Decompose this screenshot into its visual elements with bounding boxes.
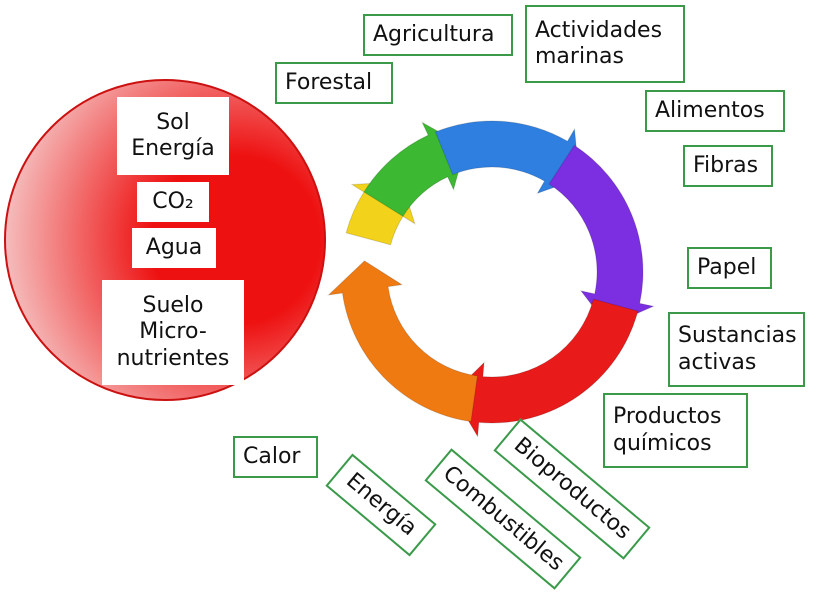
label-line: Alimentos bbox=[655, 98, 765, 124]
label-line: Calor bbox=[243, 444, 300, 470]
label-line: Sustancias bbox=[678, 323, 797, 349]
output-label: Fibras bbox=[683, 145, 773, 187]
label-line: activas bbox=[678, 350, 756, 376]
label-line: químicos bbox=[613, 431, 712, 457]
page: SolEnergía CO₂ Agua SueloMicro-nutrientes Fo… bbox=[0, 0, 817, 612]
label-line: marinas bbox=[535, 44, 624, 70]
output-label: Alimentos bbox=[645, 90, 785, 132]
label-line: Forestal bbox=[285, 70, 372, 96]
label-line: Micro- bbox=[139, 319, 207, 345]
cycle-arrow bbox=[549, 145, 653, 326]
label-line: Productos bbox=[613, 404, 721, 430]
label-line: Energía bbox=[131, 136, 215, 162]
output-label: Calor bbox=[233, 436, 318, 478]
label-line: Agua bbox=[146, 235, 202, 261]
label-line: Suelo bbox=[142, 293, 203, 319]
label-line: Papel bbox=[697, 255, 756, 281]
cycle-arrow bbox=[329, 261, 478, 422]
label-line: Fibras bbox=[693, 153, 758, 179]
label-line: Sol bbox=[156, 110, 190, 136]
label-line: Agricultura bbox=[373, 22, 494, 48]
output-label: Papel bbox=[687, 247, 772, 289]
cycle-ring bbox=[329, 121, 654, 436]
label-line: Actividades bbox=[535, 18, 662, 44]
input-label: Agua bbox=[132, 228, 216, 268]
label-line: nutrientes bbox=[117, 346, 230, 372]
label-line: CO₂ bbox=[152, 189, 194, 215]
input-label: CO₂ bbox=[137, 182, 209, 222]
output-label: Forestal bbox=[275, 62, 393, 104]
output-label: Agricultura bbox=[363, 14, 513, 56]
